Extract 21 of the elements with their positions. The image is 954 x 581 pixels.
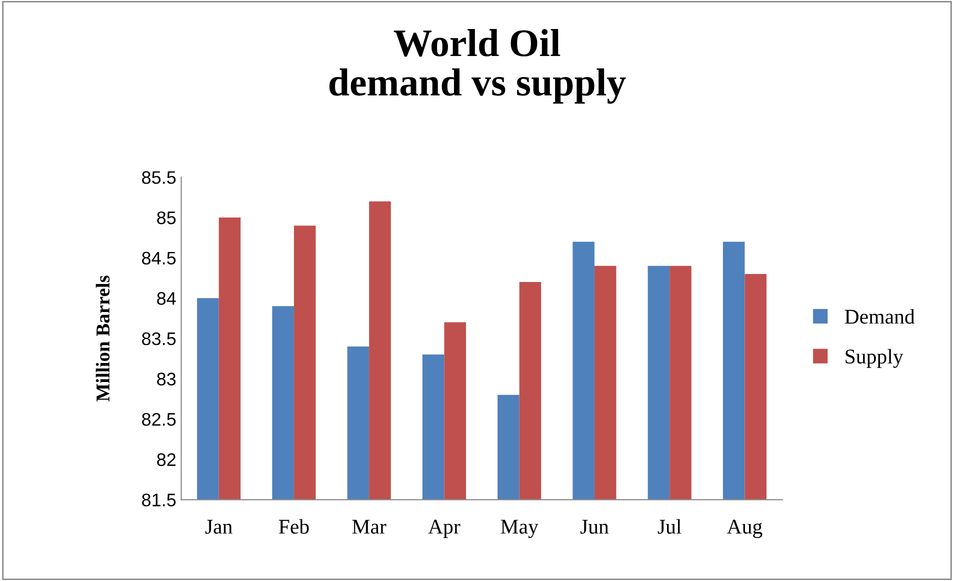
y-tick-label: 81.5 bbox=[142, 494, 176, 506]
y-tick-label: 84.5 bbox=[142, 252, 176, 265]
x-tick-label: Mar bbox=[352, 520, 386, 534]
legend-label: Supply bbox=[846, 348, 904, 368]
x-tick-label: May bbox=[500, 520, 538, 538]
x-tick-label: Jun bbox=[580, 520, 609, 534]
y-tick-label: 83 bbox=[157, 372, 176, 386]
x-tick-label: Jan bbox=[205, 520, 232, 534]
x-tick-label: Aug bbox=[726, 520, 762, 538]
x-tick-label: Apr bbox=[428, 520, 460, 538]
y-tick-label: 84 bbox=[157, 292, 176, 305]
y-tick-label: 82 bbox=[157, 453, 176, 466]
x-tick-label: Feb bbox=[278, 519, 309, 534]
chart-title: World Oil demand vs supply bbox=[329, 29, 626, 104]
y-tick-label: 82.5 bbox=[142, 412, 176, 426]
y-tick-label: 85.5 bbox=[142, 171, 176, 184]
y-tick-label: 83.5 bbox=[142, 332, 176, 346]
legend-label: Demand bbox=[844, 309, 915, 324]
x-tick-label: Jul bbox=[658, 519, 682, 534]
y-tick-label: 85 bbox=[157, 211, 176, 224]
y-axis-title: Million Barrels bbox=[96, 276, 110, 402]
